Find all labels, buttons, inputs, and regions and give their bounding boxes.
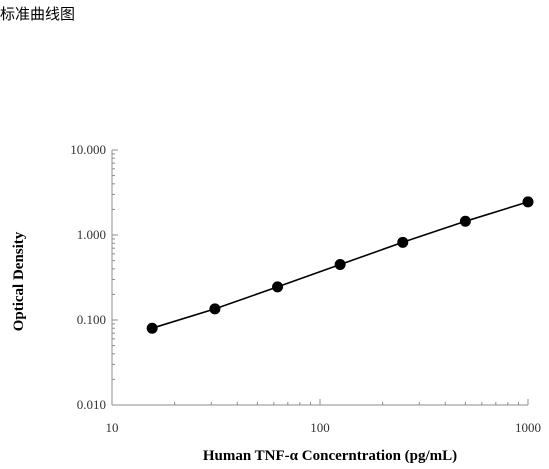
x-axis-title: Human TNF-α Concerntration (pg/mL) [203, 448, 457, 464]
y-tick-label: 10.000 [70, 142, 106, 157]
x-tick-label: 10 [106, 420, 119, 435]
y-tick-label: 1.000 [77, 227, 106, 242]
chart-axes [111, 149, 529, 406]
data-point [146, 322, 158, 334]
y-tick-label: 0.010 [77, 397, 106, 412]
data-point [209, 303, 221, 315]
data-point [334, 258, 346, 270]
page-heading: 标准曲线图 [0, 5, 76, 23]
data-point [459, 215, 471, 227]
x-tick-label: 100 [310, 420, 330, 435]
data-point [522, 196, 534, 208]
data-point [397, 236, 409, 248]
y-axis-title: Optical Density [11, 231, 27, 331]
data-point [272, 281, 284, 293]
x-tick-label: 1000 [515, 420, 541, 435]
data-points [146, 196, 534, 334]
tick-labels: 10 100 1000 0.010 0.100 1.000 10.000 [70, 142, 541, 435]
y-tick-label: 0.100 [77, 312, 106, 327]
